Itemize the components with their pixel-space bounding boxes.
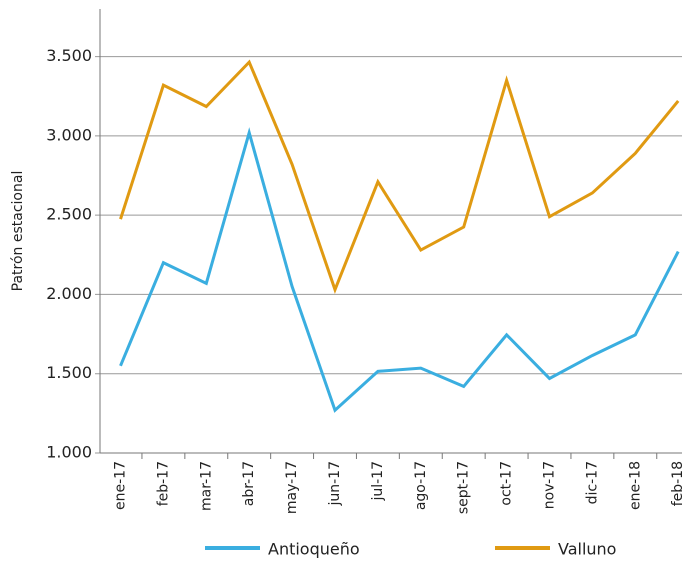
x-tick-label: ago-17: [413, 461, 429, 510]
y-tick-label: 2.500: [46, 205, 92, 224]
x-tick-label: oct-17: [499, 461, 515, 506]
legend-label: Valluno: [558, 540, 616, 559]
x-tick-label: jun-17: [327, 461, 343, 507]
y-tick-label: 3.000: [46, 125, 92, 144]
legend-label: Antioqueño: [268, 540, 360, 559]
x-tick-label: sept-17: [456, 461, 472, 514]
x-tick-label: mar-17: [198, 461, 214, 511]
x-tick-label: dic-17: [584, 461, 600, 504]
x-tick-label: ene-18: [627, 461, 643, 510]
y-tick-label: 1.000: [46, 443, 92, 462]
y-tick-label: 3.500: [46, 46, 92, 65]
series-line: [119, 127, 680, 413]
x-tick-label: jul-17: [370, 461, 386, 502]
y-axis-label: Patrón estacional: [10, 171, 26, 292]
x-tick-label: feb-18: [670, 461, 686, 506]
x-tick-label: ene-17: [113, 461, 129, 510]
x-tick-label: feb-17: [155, 461, 171, 506]
x-tick-label: nov-17: [542, 461, 558, 509]
y-tick-label: 1.500: [46, 363, 92, 382]
x-tick-label: abr-17: [241, 461, 257, 506]
y-tick-label: 2.000: [46, 284, 92, 303]
x-tick-label: may-17: [284, 461, 300, 514]
series-line: [119, 59, 680, 294]
